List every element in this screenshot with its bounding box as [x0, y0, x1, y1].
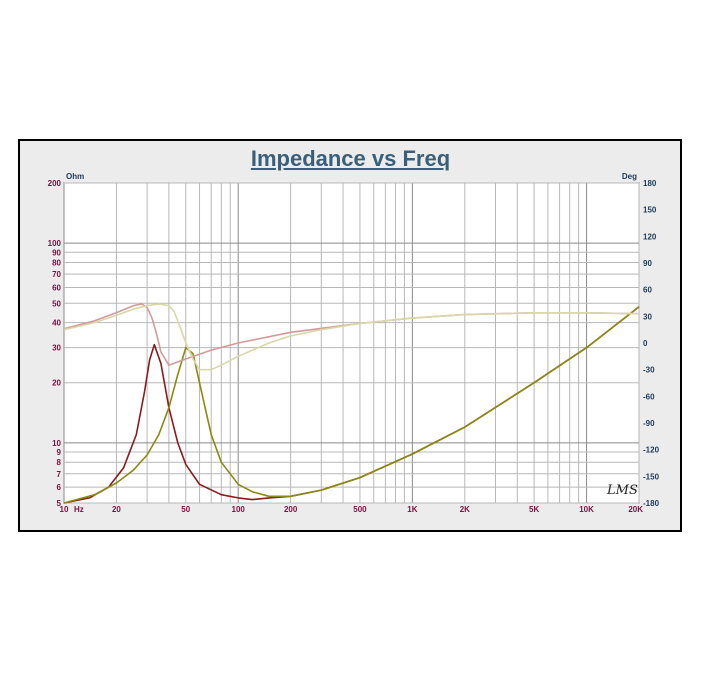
x-tick-label: 100	[232, 505, 246, 514]
x-tick-label: 50	[181, 505, 190, 514]
y-left-tick-label: 7	[57, 470, 62, 479]
y-right-tick-label: 30	[643, 312, 652, 321]
y-left-tick-label: 80	[52, 258, 61, 267]
y-right-tick-label: -180	[643, 499, 660, 508]
y-left-tick-label: 90	[52, 248, 61, 257]
x-ticks: 10 20 50 100 200 500 1K 2K 5K 10K 20K	[60, 505, 644, 514]
y-left-tick-label: 10	[52, 439, 61, 448]
x-tick-label: 2K	[460, 505, 470, 514]
y-right-tick-label: -90	[643, 419, 655, 428]
y-right-tick-label: 150	[643, 206, 657, 215]
x-tick-label: 200	[284, 505, 298, 514]
y-right-tick-label: 60	[643, 286, 652, 295]
series-group	[63, 303, 640, 504]
grid-lines	[63, 182, 640, 504]
y-right-tick-label: 180	[643, 179, 657, 188]
y-left-tick-label: 60	[52, 283, 61, 292]
plot-area	[63, 182, 640, 504]
y-right-unit: Deg	[622, 172, 637, 181]
x-tick-label: 10K	[579, 505, 594, 514]
lms-logo: LMS	[606, 483, 638, 498]
y-left-tick-label: 30	[52, 344, 61, 353]
series-line-4	[63, 303, 640, 371]
chart-title: Impedance vs Freq	[250, 146, 451, 171]
y-right-tick-label: -150	[643, 472, 660, 481]
y-left-tick-label: 40	[52, 319, 61, 328]
y-right-tick-label: 90	[643, 259, 652, 268]
x-tick-label: 20	[112, 505, 121, 514]
y-left-tick-label: 70	[52, 270, 61, 279]
y-right-tick-label: -30	[643, 366, 655, 375]
x-tick-label: 500	[353, 505, 367, 514]
x-tick-label: 5K	[529, 505, 539, 514]
y-right-tick-label: 0	[643, 339, 648, 348]
y-left-unit: Ohm	[66, 172, 84, 181]
y-right-tick-label: -60	[643, 392, 655, 401]
y-left-tick-label: 5	[57, 499, 62, 508]
y-left-tick-label: 8	[57, 458, 62, 467]
y-right-tick-label: 120	[643, 232, 657, 241]
y-right-tick-label: -120	[643, 446, 660, 455]
y-left-tick-label: 6	[57, 483, 62, 492]
y-left-tick-label: 200	[48, 179, 62, 188]
x-tick-label: 1K	[407, 505, 417, 514]
x-tick-label: 20K	[628, 505, 643, 514]
y-right-ticks: 180 150 120 90 60 30 0 -30 -60 -90 -120 -150 -180	[643, 179, 660, 508]
y-left-tick-label: 100	[48, 239, 62, 248]
x-tick-label: 10	[60, 505, 69, 514]
series-line-2	[63, 306, 640, 504]
y-left-tick-label: 50	[52, 299, 61, 308]
y-left-tick-label: 20	[52, 379, 61, 388]
x-axis-unit: Hz	[74, 505, 84, 514]
y-left-tick-label: 9	[57, 448, 62, 457]
